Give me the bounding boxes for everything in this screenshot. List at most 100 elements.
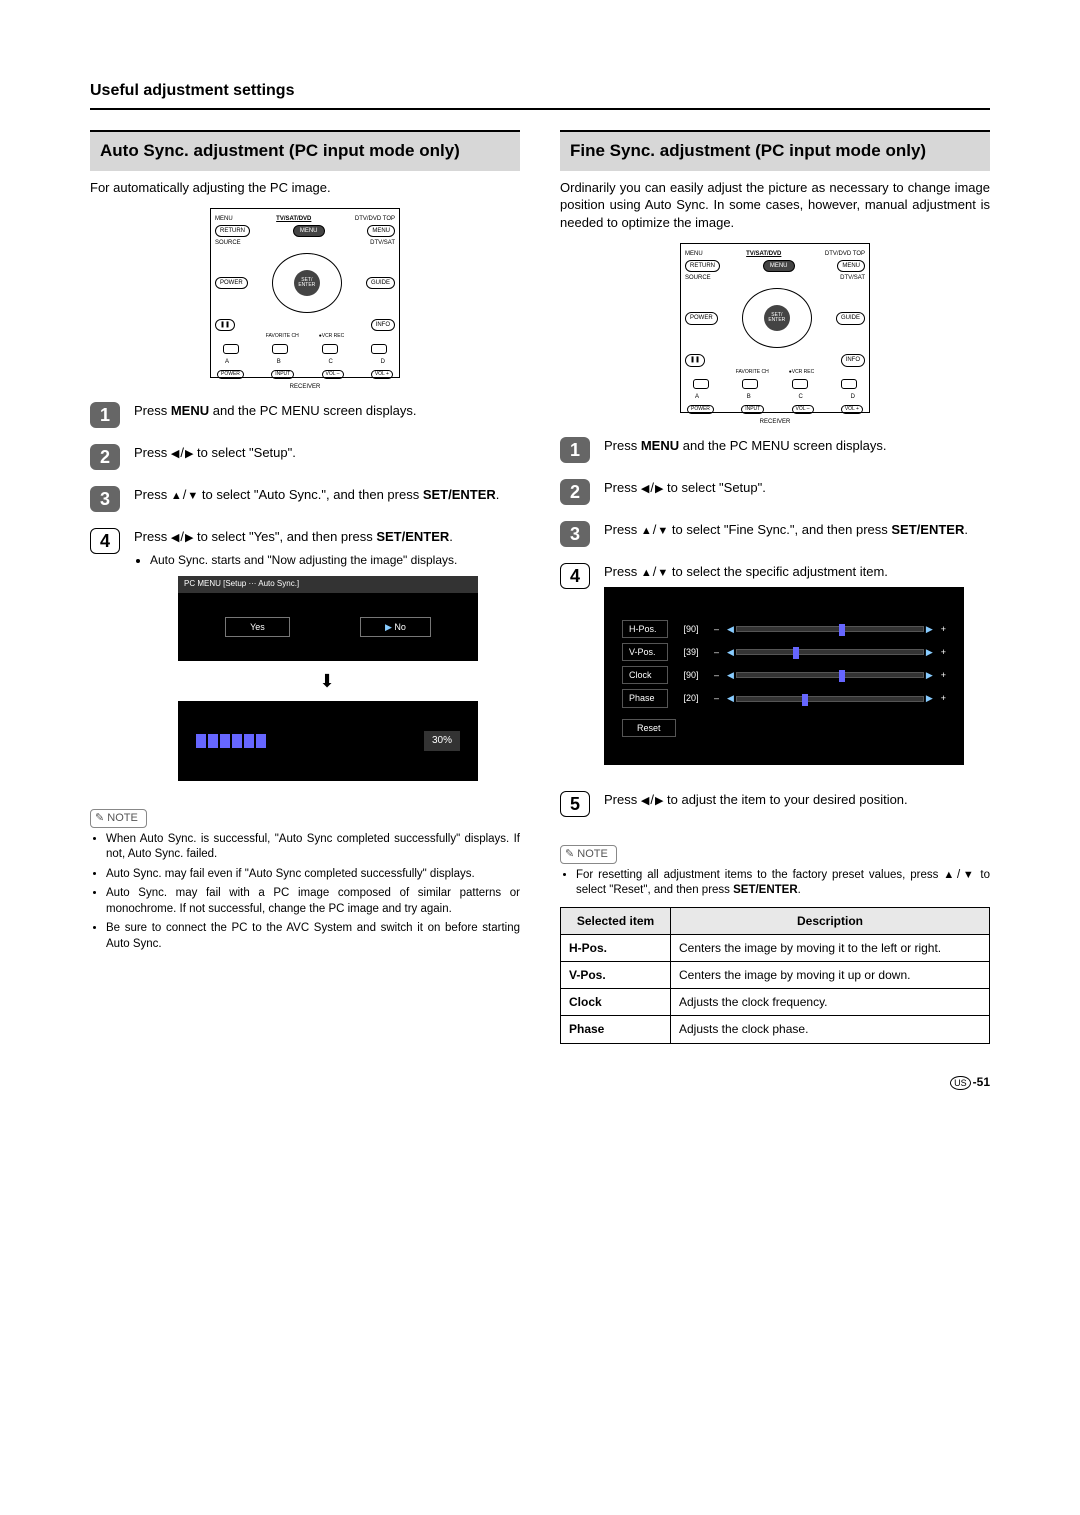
adj-value: [20] (676, 692, 706, 704)
table-cell: Adjusts the clock frequency. (671, 989, 990, 1016)
remote-label: FAVORITE CH (266, 333, 299, 340)
dpad[interactable]: SET/ ENTER (272, 253, 342, 313)
progress-bar (196, 734, 266, 748)
step-1-text: Press MENU and the PC MENU screen displa… (134, 402, 520, 420)
ff-button[interactable] (371, 344, 387, 354)
note-badge: NOTE (90, 809, 147, 828)
menu-button[interactable]: MENU (367, 225, 395, 237)
table-cell: Adjusts the clock phase. (671, 1016, 990, 1043)
menu-breadcrumb: PC MENU [Setup ··· Auto Sync.] (178, 576, 478, 593)
stop-button[interactable] (272, 344, 288, 354)
progress-screen: 30% (178, 701, 478, 781)
adjustment-row: Phase [20] – ◀▶ + (622, 689, 946, 707)
recv-power-button[interactable]: POWER (687, 405, 714, 414)
adj-value: [90] (676, 669, 706, 681)
info-button[interactable]: INFO (841, 354, 865, 366)
adj-slider[interactable]: ◀▶ (727, 623, 933, 635)
remote-label: RECEIVER (215, 383, 395, 391)
region-badge: US (950, 1076, 971, 1090)
remote-control: MENUTV/SAT/DVDDTV/DVD TOP RETURNMENUMENU… (210, 208, 400, 378)
remote-label: DTV/DVD TOP (825, 250, 865, 258)
menu-button[interactable]: MENU (763, 260, 795, 272)
notes-list: When Auto Sync. is successful, "Auto Syn… (90, 832, 520, 953)
remote-label: A (225, 358, 229, 366)
remote-label: TV/SAT/DVD (276, 215, 311, 223)
pause-button[interactable]: ❚❚ (685, 354, 705, 366)
menu-button[interactable]: MENU (837, 260, 865, 272)
adj-slider[interactable]: ◀▶ (727, 692, 933, 704)
step-5-badge: 5 (560, 791, 590, 817)
remote-label: ●VCR REC (319, 333, 345, 340)
no-option[interactable]: No (360, 617, 431, 637)
vol-up-button[interactable]: VOL + (371, 370, 393, 379)
adj-value: [39] (676, 646, 706, 658)
step-1-text: Press MENU and the PC MENU screen displa… (604, 437, 990, 455)
power-button[interactable]: POWER (215, 277, 248, 289)
step-3-badge: 3 (90, 486, 120, 512)
adj-value: [90] (676, 623, 706, 635)
plus-icon: + (941, 692, 946, 704)
info-button[interactable]: INFO (371, 319, 395, 331)
remote-label: D (851, 393, 855, 401)
set-enter-button[interactable]: SET/ ENTER (294, 270, 320, 296)
plus-icon: + (941, 669, 946, 681)
progress-percent: 30% (424, 731, 460, 751)
table-cell: H-Pos. (561, 934, 671, 961)
adjustment-row: V-Pos. [39] – ◀▶ + (622, 643, 946, 661)
menu-button[interactable]: MENU (293, 225, 325, 237)
recv-power-button[interactable]: POWER (217, 370, 244, 379)
step-3-badge: 3 (560, 521, 590, 547)
step-4-text: Press / to select "Yes", and then press … (134, 528, 520, 781)
fine-sync-intro: Ordinarily you can easily adjust the pic… (560, 179, 990, 232)
minus-icon: – (714, 692, 719, 704)
guide-button[interactable]: GUIDE (836, 312, 865, 324)
remote-label: SOURCE (685, 274, 711, 282)
adj-label: Phase (622, 689, 668, 707)
power-button[interactable]: POWER (685, 312, 718, 324)
fine-sync-header: Fine Sync. adjustment (PC input mode onl… (560, 130, 990, 171)
table-cell: Phase (561, 1016, 671, 1043)
step-5-text: Press / to adjust the item to your desir… (604, 791, 990, 809)
play-button[interactable] (322, 344, 338, 354)
return-button[interactable]: RETURN (215, 225, 250, 237)
note-item: When Auto Sync. is successful, "Auto Syn… (106, 832, 520, 863)
remote-control: MENUTV/SAT/DVDDTV/DVD TOP RETURNMENUMENU… (680, 243, 870, 413)
table-header: Description (671, 907, 990, 934)
set-enter-button[interactable]: SET/ ENTER (764, 305, 790, 331)
stop-button[interactable] (742, 379, 758, 389)
vol-down-button[interactable]: VOL – (322, 370, 344, 379)
left-column: Auto Sync. adjustment (PC input mode onl… (90, 130, 520, 1044)
remote-label: A (695, 393, 699, 401)
adj-label: V-Pos. (622, 643, 668, 661)
vol-up-button[interactable]: VOL + (841, 405, 863, 414)
remote-label: TV/SAT/DVD (746, 250, 781, 258)
remote-label: FAVORITE CH (736, 369, 769, 376)
step-2-badge: 2 (90, 444, 120, 470)
auto-sync-intro: For automatically adjusting the PC image… (90, 179, 520, 197)
table-header: Selected item (561, 907, 671, 934)
note-item: For resetting all adjustment items to th… (576, 868, 990, 899)
vol-down-button[interactable]: VOL – (792, 405, 814, 414)
recv-input-button[interactable]: INPUT (271, 370, 294, 379)
reset-button[interactable]: Reset (622, 719, 676, 737)
rew-button[interactable] (223, 344, 239, 354)
rew-button[interactable] (693, 379, 709, 389)
recv-input-button[interactable]: INPUT (741, 405, 764, 414)
play-button[interactable] (792, 379, 808, 389)
yes-option[interactable]: Yes (225, 617, 290, 637)
dpad[interactable]: SET/ ENTER (742, 288, 812, 348)
ff-button[interactable] (841, 379, 857, 389)
step-1-badge: 1 (90, 402, 120, 428)
divider (90, 108, 990, 110)
remote-label: B (747, 393, 751, 401)
guide-button[interactable]: GUIDE (366, 277, 395, 289)
pause-button[interactable]: ❚❚ (215, 319, 235, 331)
table-cell: V-Pos. (561, 961, 671, 988)
adj-slider[interactable]: ◀▶ (727, 646, 933, 658)
remote-label: D (381, 358, 385, 366)
note-item: Auto Sync. may fail with a PC image comp… (106, 886, 520, 917)
step-4-badge: 4 (90, 528, 120, 554)
adj-slider[interactable]: ◀▶ (727, 669, 933, 681)
return-button[interactable]: RETURN (685, 260, 720, 272)
adj-label: H-Pos. (622, 620, 668, 638)
